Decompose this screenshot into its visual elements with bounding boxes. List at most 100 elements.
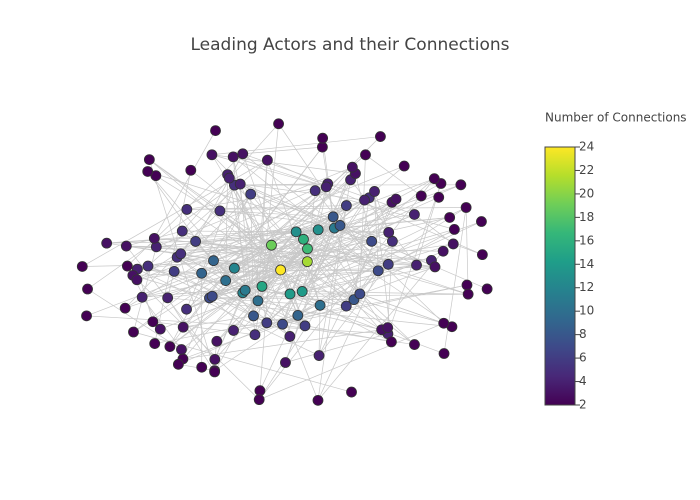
node: [227, 151, 239, 163]
node: [298, 233, 309, 245]
edge: [133, 183, 328, 333]
edge: [169, 193, 251, 347]
node: [334, 220, 346, 231]
edge: [227, 174, 453, 328]
edge: [302, 291, 469, 295]
edge: [214, 227, 335, 360]
edge: [245, 229, 455, 291]
edge: [190, 169, 308, 262]
edge: [317, 205, 347, 401]
node: [302, 243, 313, 255]
node: [428, 173, 440, 185]
node: [176, 344, 187, 355]
edge: [106, 231, 297, 244]
node: [239, 284, 251, 296]
node: [164, 341, 176, 352]
node: [148, 232, 160, 244]
node: [360, 149, 371, 161]
node: [327, 211, 339, 223]
node: [444, 212, 456, 223]
node: [284, 288, 296, 300]
edge: [211, 136, 381, 156]
edge: [127, 265, 347, 307]
node: [346, 386, 357, 398]
edge: [181, 286, 263, 350]
edge: [216, 229, 319, 342]
edge: [169, 146, 323, 347]
edge: [132, 275, 260, 400]
node: [476, 216, 487, 227]
edge: [374, 191, 392, 342]
node: [82, 283, 93, 295]
node: [237, 148, 249, 160]
node: [448, 223, 460, 235]
node: [433, 191, 445, 203]
node: [119, 302, 131, 314]
edge: [136, 241, 196, 281]
colorbar-tick-label: 6: [579, 351, 587, 365]
node: [385, 336, 397, 348]
colorbar-tick-label: 16: [579, 233, 594, 247]
node: [398, 160, 410, 172]
edge: [227, 174, 319, 401]
node: [383, 226, 395, 238]
edge: [332, 216, 444, 324]
node: [176, 225, 188, 237]
edge: [278, 123, 379, 271]
node: [314, 299, 326, 311]
node: [462, 288, 474, 300]
edge: [186, 196, 439, 310]
node: [429, 261, 441, 273]
edge: [258, 305, 321, 400]
edge: [160, 240, 393, 330]
node: [248, 310, 259, 322]
edge: [178, 250, 444, 365]
nodes: [76, 118, 493, 406]
edge: [257, 300, 382, 331]
node: [372, 265, 384, 277]
colorbar-tick-label: 24: [579, 140, 594, 154]
edge: [242, 146, 323, 155]
node: [234, 178, 246, 190]
colorbar-tick-label: 18: [579, 210, 594, 224]
edge: [253, 160, 268, 316]
edge: [295, 231, 415, 345]
edge: [232, 156, 246, 291]
edge: [209, 297, 256, 335]
node: [415, 190, 427, 202]
node: [196, 267, 208, 279]
edge: [240, 183, 365, 201]
node: [284, 331, 296, 342]
node: [223, 172, 235, 184]
colorbar-tick-label: 14: [579, 257, 594, 271]
node: [481, 283, 493, 295]
node: [181, 204, 193, 215]
edge: [259, 322, 444, 400]
edge: [87, 288, 182, 350]
edge: [388, 221, 482, 265]
node: [168, 266, 180, 277]
edge: [86, 244, 272, 317]
node: [409, 209, 420, 220]
edge: [267, 159, 483, 255]
node: [120, 240, 132, 252]
edge: [178, 166, 353, 365]
node: [245, 188, 257, 200]
edge: [212, 269, 281, 297]
edge: [307, 248, 361, 295]
node: [461, 279, 473, 291]
edge: [147, 171, 291, 337]
node: [299, 320, 311, 332]
edge: [149, 159, 347, 307]
edge: [307, 261, 321, 306]
node: [320, 181, 332, 193]
edge: [280, 269, 382, 331]
edge: [225, 174, 228, 281]
node: [437, 245, 449, 257]
node: [340, 300, 352, 312]
edge: [195, 153, 244, 242]
node: [154, 323, 166, 335]
colorbar-tick-label: 4: [579, 374, 587, 388]
node: [411, 259, 422, 271]
